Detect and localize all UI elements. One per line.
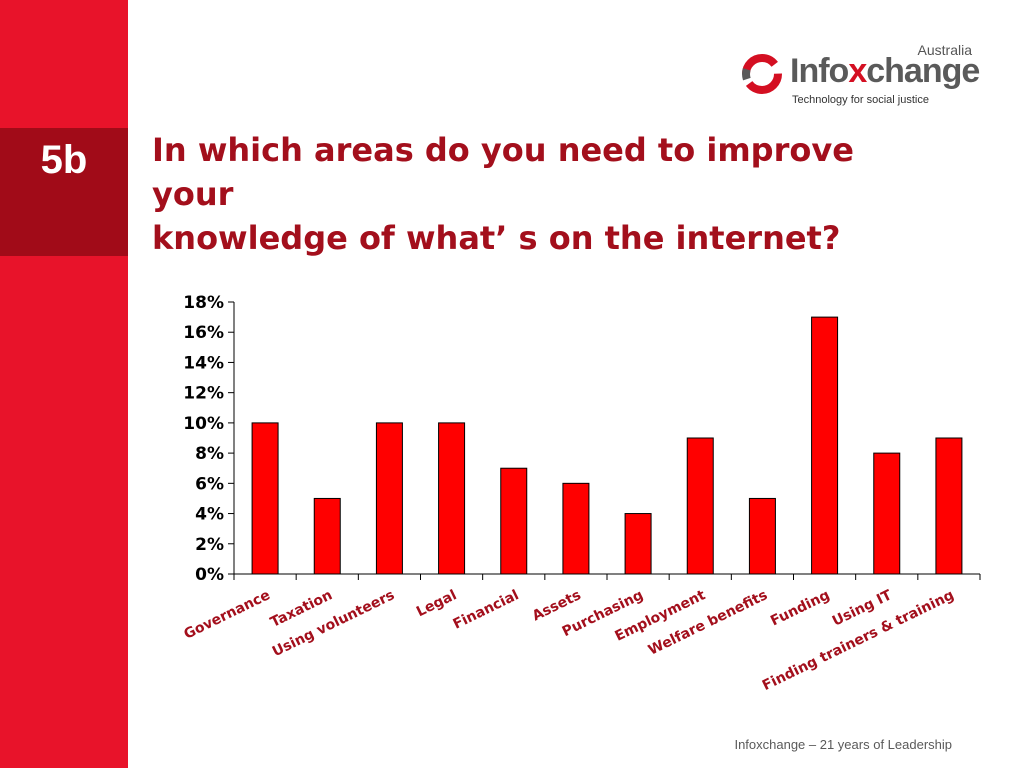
bar-10: [873, 452, 901, 575]
bar-11: [935, 437, 963, 575]
slide-number-block: [0, 128, 128, 256]
bar-5: [562, 482, 590, 575]
bar-8: [748, 497, 776, 575]
logo-word-suffix: change: [866, 52, 980, 90]
y-tick-label: 2%: [195, 535, 224, 555]
y-tick-label: 12%: [183, 384, 224, 404]
y-tick-label: 0%: [195, 565, 224, 585]
y-tick-label: 6%: [195, 474, 224, 494]
bar-1: [313, 497, 341, 575]
category-label-4: Financial: [451, 587, 522, 633]
category-label-9: Funding: [768, 587, 832, 629]
y-tick-label: 18%: [183, 293, 224, 313]
category-label-8: Welfare benefits: [646, 587, 770, 659]
bar-4: [500, 467, 528, 575]
y-tick-label: 14%: [183, 353, 224, 373]
category-label-0: Governance: [182, 587, 273, 643]
y-tick-label: 16%: [183, 323, 224, 343]
bar-6: [624, 513, 652, 575]
y-tick-label: 10%: [183, 414, 224, 434]
y-axis: 0% 2% 4% 6% 8% 10% 12% 14% 16% 18%: [183, 293, 235, 585]
y-tick-label: 8%: [195, 444, 224, 464]
logo-wordmark: Infoxchange: [790, 52, 980, 91]
logo-word-prefix: Info: [790, 52, 849, 90]
infoxchange-logo-icon: [742, 54, 782, 94]
slide-number: 5b: [40, 138, 88, 182]
bar-9: [811, 316, 839, 575]
slide-title: In which areas do you need to improve yo…: [152, 131, 854, 257]
bar-3: [438, 422, 466, 575]
logo-tagline: Technology for social justice: [792, 94, 929, 106]
bar-2: [375, 422, 403, 575]
bars: [251, 316, 963, 575]
bar-7: [686, 437, 714, 575]
category-label-3: Legal: [414, 587, 459, 620]
bar-0: [251, 422, 279, 575]
logo-word-accent: x: [848, 52, 867, 90]
footer-text: Infoxchange – 21 years of Leadership: [734, 737, 952, 752]
x-axis: [233, 573, 981, 580]
y-tick-label: 4%: [195, 505, 224, 525]
logo-country: Australia: [917, 42, 972, 58]
